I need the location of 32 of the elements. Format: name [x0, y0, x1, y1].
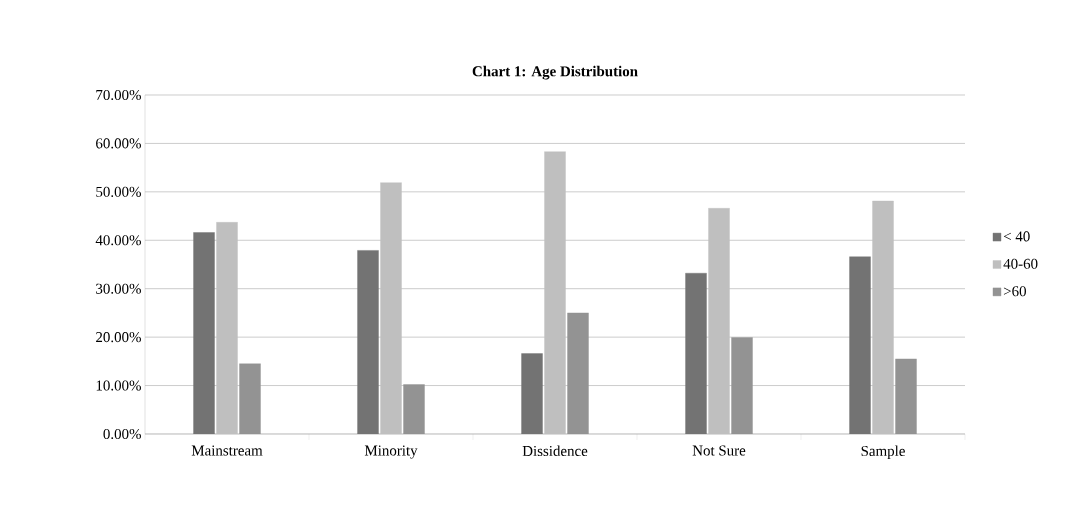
bar: [380, 182, 402, 434]
bar: [708, 208, 730, 434]
y-tick-label: 20.00%: [96, 332, 141, 343]
y-tick-label: 40.00%: [95, 235, 141, 246]
bar: [544, 151, 566, 434]
x-tick-label: Dissidence: [522, 445, 588, 457]
bar: [216, 222, 238, 434]
y-tick-label: 60.00%: [96, 138, 141, 149]
y-tick-label: 30.00%: [96, 283, 141, 294]
bar: [849, 256, 871, 434]
legend-label: 40-60: [1003, 258, 1038, 269]
legend-label: >60: [1003, 286, 1026, 297]
x-tick-label: Sample: [861, 445, 905, 460]
bar: [872, 200, 894, 434]
bar: [193, 232, 215, 434]
chart-title: Chart 1: Age Distribution: [472, 65, 638, 80]
x-tick-label: Minority: [364, 445, 418, 459]
bar: [685, 273, 707, 434]
bar: [731, 337, 753, 434]
y-tick-label: 50.00%: [96, 186, 141, 197]
x-tick-label: Mainstream: [191, 445, 263, 456]
bar: [357, 250, 379, 434]
bar: [403, 384, 425, 434]
y-tick-label: 10.00%: [96, 380, 141, 391]
y-tick-label: 70.00%: [96, 89, 141, 101]
bar: [567, 312, 589, 434]
bar: [895, 358, 917, 434]
x-tick-label: Not Sure: [692, 445, 746, 456]
bar: [521, 353, 543, 434]
legend-label: < 40: [1003, 231, 1030, 242]
y-tick-label: 0.00%: [103, 428, 141, 440]
bar: [239, 363, 261, 434]
